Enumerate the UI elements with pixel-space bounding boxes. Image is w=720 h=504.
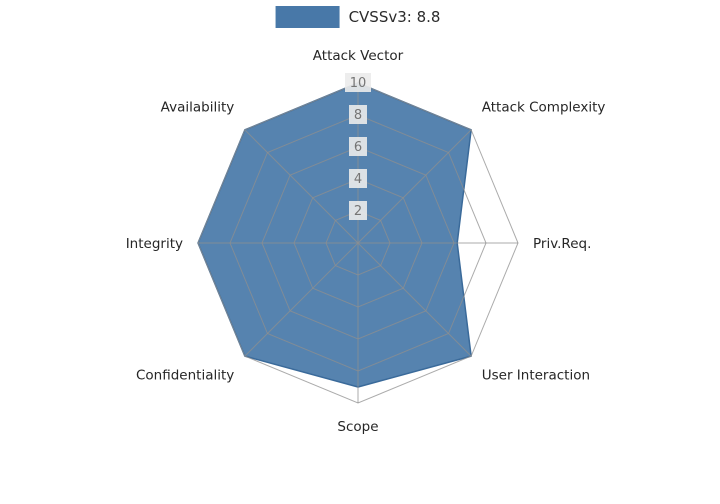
- grid-spoke: [244, 242, 359, 357]
- axis-label: Integrity: [126, 236, 183, 252]
- axis-label: User Interaction: [482, 368, 590, 384]
- axis-label: Scope: [337, 419, 378, 435]
- axis-label: Priv.Req.: [533, 236, 591, 252]
- radial-tick-label: 2: [354, 204, 362, 219]
- tick-label-bg: [349, 105, 367, 124]
- legend-label: CVSSv3: 8.8: [348, 8, 441, 26]
- tick-label-bg: [349, 201, 367, 220]
- tick-label-bg: [349, 137, 367, 156]
- radial-tick-label: 4: [354, 172, 362, 187]
- tick-label-bg: [349, 169, 367, 188]
- axis-label: Attack Vector: [313, 48, 404, 64]
- grid-spoke: [357, 242, 472, 357]
- axis-label: Availability: [161, 99, 235, 115]
- grid-spoke: [244, 129, 359, 244]
- radial-tick-label: 10: [350, 76, 367, 91]
- grid-spoke: [357, 129, 472, 244]
- radial-tick-label: 6: [354, 140, 362, 155]
- axis-label: Confidentiality: [136, 368, 234, 384]
- tick-label-bg: [345, 73, 371, 92]
- legend: CVSSv3: 8.8: [275, 6, 441, 28]
- axis-label: Attack Complexity: [482, 99, 606, 115]
- radial-tick-label: 8: [354, 108, 362, 123]
- legend-swatch: [275, 6, 340, 28]
